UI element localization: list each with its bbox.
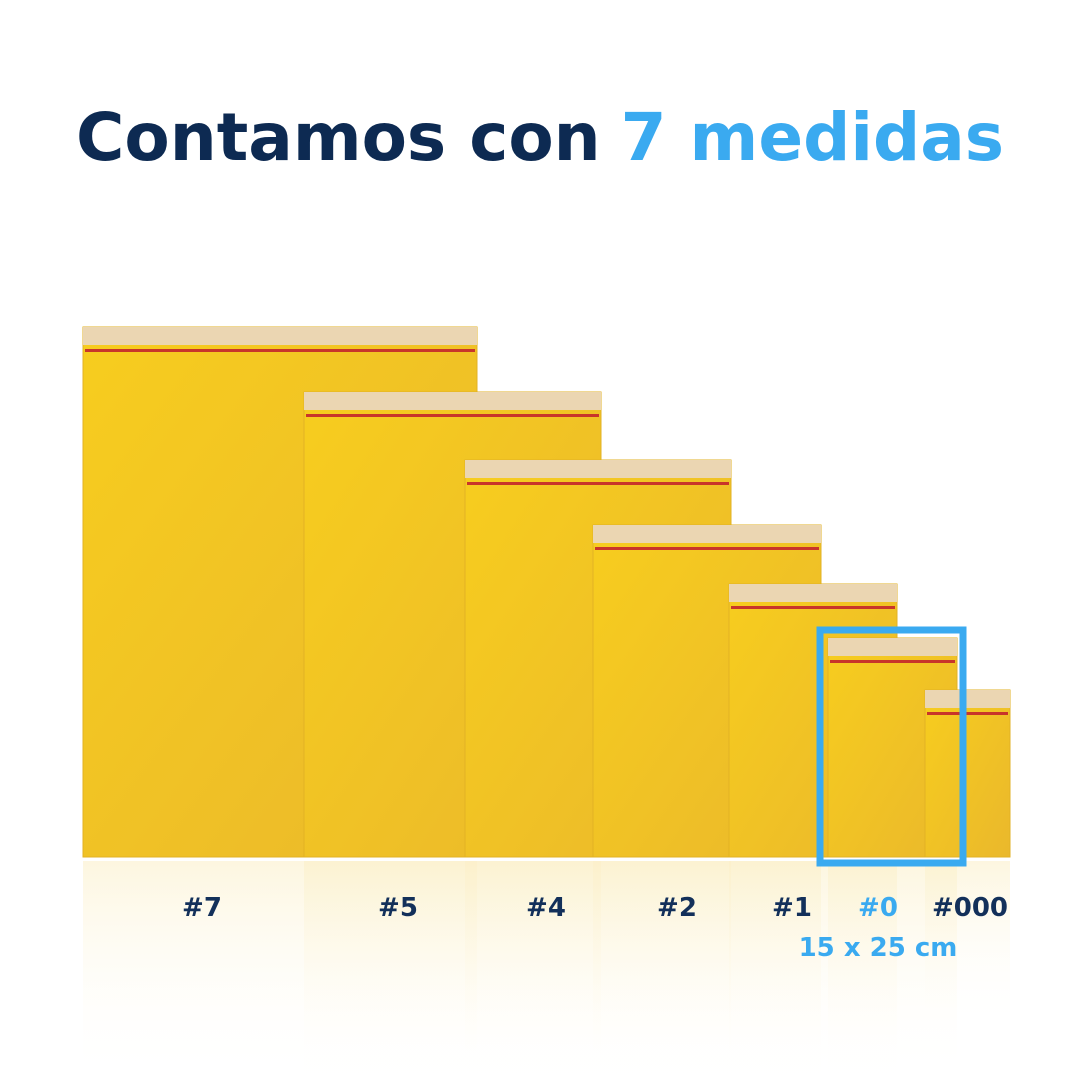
size-label: #7 bbox=[182, 893, 222, 923]
headline-lead: Contamos con bbox=[76, 99, 601, 176]
size-label: #5 bbox=[378, 893, 418, 923]
headline: Contamos con 7 medidas bbox=[76, 99, 1004, 176]
envelope-reflection bbox=[925, 861, 1010, 1028]
envelope-tape bbox=[925, 690, 1010, 708]
envelope-strip bbox=[85, 349, 475, 352]
envelope-strip bbox=[927, 712, 1008, 715]
envelope-tape bbox=[828, 638, 957, 656]
envelope-strip bbox=[731, 606, 895, 609]
envelope-tape bbox=[304, 392, 601, 410]
size-label: #4 bbox=[526, 893, 566, 923]
size-label: #2 bbox=[657, 893, 697, 923]
size-dimensions: 15 x 25 cm bbox=[799, 933, 958, 963]
envelope-tape bbox=[729, 584, 897, 602]
envelope-tape bbox=[593, 525, 821, 543]
envelope-strip bbox=[595, 547, 819, 550]
envelope-strip bbox=[830, 660, 955, 663]
envelope-tape bbox=[465, 460, 731, 478]
envelope-strip bbox=[467, 482, 729, 485]
envelope-tape bbox=[83, 327, 477, 345]
envelope-body bbox=[924, 689, 1011, 858]
size-label-selected: #0 bbox=[858, 893, 898, 923]
size-label: #1 bbox=[772, 893, 812, 923]
size-label: #000 bbox=[932, 893, 1008, 923]
envelopes bbox=[82, 326, 1011, 1080]
selection-frame bbox=[816, 626, 967, 867]
headline-highlight: 7 medidas bbox=[621, 99, 1004, 176]
envelope-strip bbox=[306, 414, 599, 417]
